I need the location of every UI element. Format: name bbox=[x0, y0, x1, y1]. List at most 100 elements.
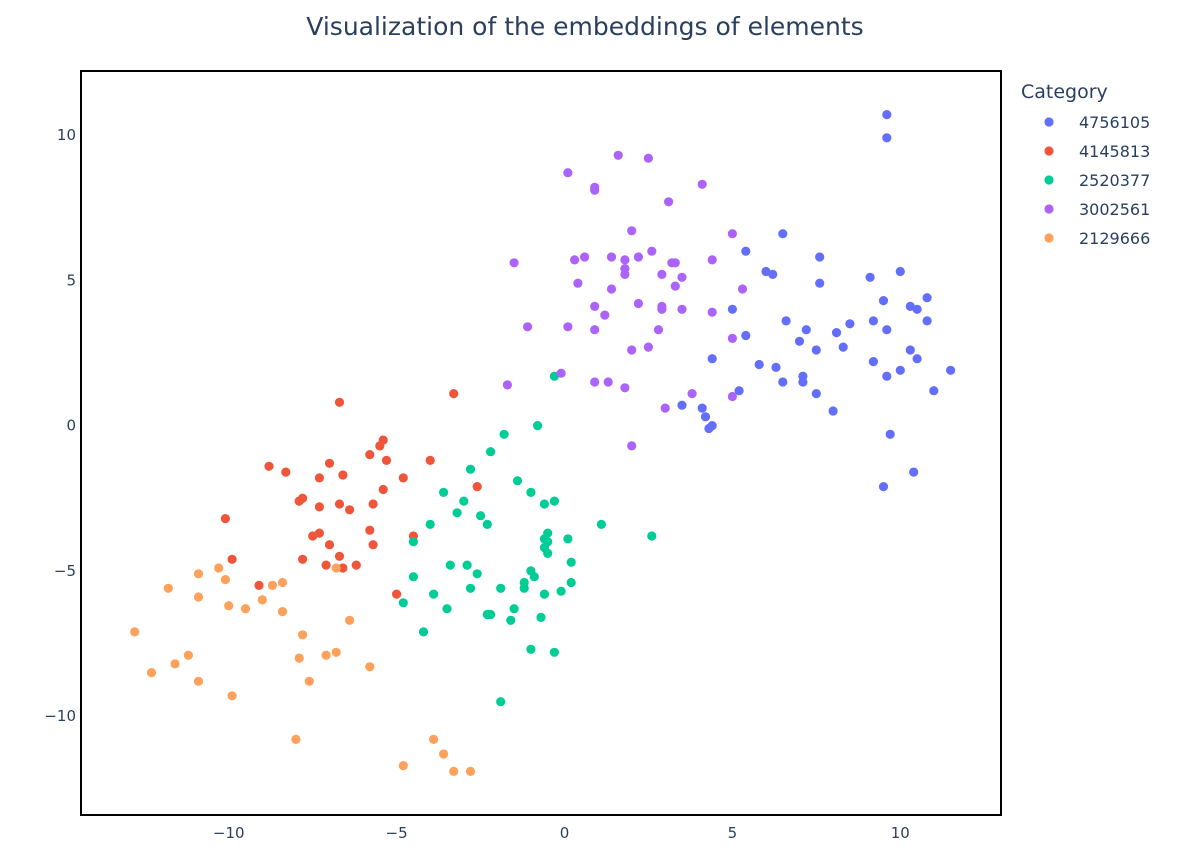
data-point bbox=[727, 391, 738, 402]
data-point bbox=[643, 342, 654, 352]
data-point bbox=[590, 325, 600, 335]
data-point bbox=[429, 734, 439, 745]
data-point bbox=[566, 557, 576, 567]
data-point bbox=[338, 563, 348, 573]
data-point bbox=[573, 278, 583, 288]
legend-item[interactable]: 4756105 bbox=[1044, 113, 1150, 132]
data-point bbox=[472, 569, 482, 579]
data-point bbox=[465, 766, 476, 777]
data-point bbox=[331, 647, 341, 657]
data-points bbox=[130, 110, 956, 777]
data-point bbox=[868, 316, 879, 326]
data-point bbox=[563, 168, 573, 178]
series-4756105 bbox=[677, 110, 956, 492]
data-point bbox=[922, 316, 932, 326]
data-point bbox=[439, 487, 449, 497]
data-point bbox=[670, 281, 680, 291]
data-point bbox=[620, 255, 630, 265]
data-point bbox=[811, 389, 821, 399]
data-point bbox=[442, 604, 452, 614]
data-point bbox=[798, 377, 808, 387]
data-point bbox=[815, 252, 825, 262]
legend-item[interactable]: 4145813 bbox=[1044, 142, 1150, 161]
data-point bbox=[496, 697, 506, 707]
data-point bbox=[529, 572, 539, 582]
data-point bbox=[368, 540, 378, 550]
data-point bbox=[801, 325, 811, 335]
data-point bbox=[627, 441, 637, 451]
legend-item[interactable]: 2129666 bbox=[1044, 229, 1150, 248]
data-point bbox=[590, 377, 600, 387]
data-point bbox=[338, 470, 348, 480]
data-point bbox=[556, 586, 566, 596]
data-point bbox=[331, 563, 341, 573]
legend-item[interactable]: 3002561 bbox=[1044, 200, 1150, 219]
data-point bbox=[697, 403, 707, 413]
series-3002561 bbox=[502, 150, 748, 451]
data-point bbox=[778, 377, 788, 387]
data-point bbox=[509, 258, 519, 268]
data-point bbox=[794, 336, 805, 346]
legend-item[interactable]: 2520377 bbox=[1044, 171, 1150, 190]
data-point bbox=[496, 583, 506, 593]
data-point bbox=[606, 252, 617, 262]
data-point bbox=[291, 734, 301, 745]
data-point bbox=[227, 691, 237, 701]
data-point bbox=[771, 362, 781, 372]
data-point bbox=[570, 255, 580, 265]
data-point bbox=[831, 328, 842, 338]
data-point bbox=[660, 403, 670, 413]
data-point bbox=[526, 644, 536, 654]
data-point bbox=[905, 345, 915, 355]
data-point bbox=[868, 357, 879, 367]
data-point bbox=[734, 386, 744, 396]
data-point bbox=[314, 502, 324, 512]
x-tick-label: 10 bbox=[891, 824, 910, 842]
data-point bbox=[895, 365, 905, 375]
legend-marker bbox=[1044, 146, 1054, 156]
data-point bbox=[351, 560, 361, 570]
data-point bbox=[566, 577, 576, 588]
plot-area-frame bbox=[80, 70, 1002, 816]
data-point bbox=[596, 519, 607, 530]
data-point bbox=[664, 197, 674, 207]
data-point bbox=[220, 575, 230, 585]
data-point bbox=[193, 676, 204, 686]
data-point bbox=[509, 604, 519, 614]
data-point bbox=[398, 761, 408, 771]
data-point bbox=[486, 609, 496, 620]
data-point bbox=[533, 421, 543, 431]
legend: Category 4756105 4145813 2520377 3002561 212… bbox=[1021, 81, 1150, 248]
data-point bbox=[294, 496, 304, 506]
data-point bbox=[700, 412, 711, 422]
data-point bbox=[606, 284, 617, 294]
data-point bbox=[163, 583, 173, 593]
legend-marker bbox=[1044, 233, 1054, 243]
data-point bbox=[499, 429, 509, 439]
data-point bbox=[536, 612, 546, 623]
data-point bbox=[882, 371, 892, 381]
y-tick-label: −10 bbox=[44, 707, 76, 725]
data-point bbox=[368, 499, 378, 509]
data-point bbox=[418, 627, 429, 637]
legend-items: 4756105 4145813 2520377 3002561 2129666 bbox=[1044, 113, 1150, 248]
data-point bbox=[882, 110, 892, 120]
y-tick-label: 5 bbox=[66, 271, 76, 289]
data-point bbox=[267, 580, 277, 591]
data-point bbox=[912, 304, 922, 314]
data-point bbox=[506, 615, 516, 625]
data-point bbox=[334, 551, 345, 561]
data-point bbox=[304, 676, 314, 686]
chart-title: Visualization of the embeddings of eleme… bbox=[306, 12, 863, 41]
data-point bbox=[727, 229, 738, 239]
data-point bbox=[334, 397, 345, 407]
legend-label: 4145813 bbox=[1079, 142, 1150, 161]
data-point bbox=[865, 272, 875, 282]
data-point bbox=[324, 540, 335, 550]
data-point bbox=[294, 653, 304, 663]
data-point bbox=[146, 668, 157, 678]
legend-marker bbox=[1044, 175, 1054, 185]
data-point bbox=[633, 252, 644, 262]
data-point bbox=[452, 508, 462, 518]
